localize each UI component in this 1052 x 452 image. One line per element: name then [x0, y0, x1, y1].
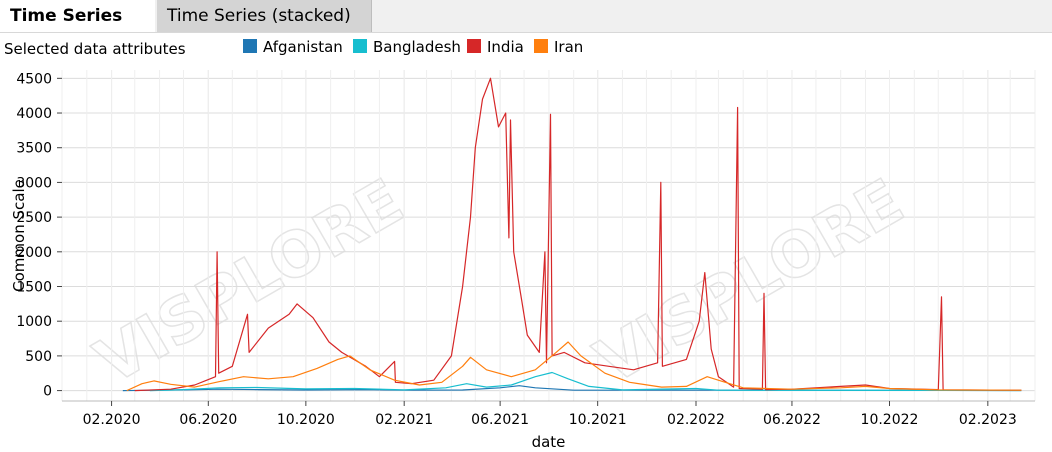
legend-swatch-bangladesh [353, 39, 367, 53]
legend-label-india: India [487, 38, 524, 56]
legend-label-iran: Iran [554, 38, 584, 56]
legend-label-bangladesh: Bangladesh [373, 38, 461, 56]
x-tick-label: 10.2020 [277, 412, 335, 428]
x-tick-label: 02.2023 [959, 412, 1017, 428]
legend-swatch-afganistan [243, 39, 257, 53]
x-tick-label: 02.2021 [375, 412, 433, 428]
x-tick-label: 02.2020 [83, 412, 141, 428]
tab-bar: Time Series Time Series (stacked) [0, 0, 1052, 33]
y-tick-label: 3000 [16, 175, 52, 191]
x-tick-label: 06.2021 [471, 412, 529, 428]
x-tick-label: 06.2020 [179, 412, 237, 428]
y-tick-label: 4500 [16, 71, 52, 87]
y-tick-label: 2000 [16, 245, 52, 261]
x-tick-label: 10.2021 [569, 412, 627, 428]
x-axis-ticks: 02.2020 06.2020 10.2020 02.2021 06.2021 10.20… [83, 401, 1017, 428]
x-axis-title: date [532, 433, 566, 451]
y-tick-label: 3500 [16, 141, 52, 157]
y-tick-label: 4000 [16, 106, 52, 122]
legend-swatch-india [467, 39, 481, 53]
series-line-afganistan[interactable] [122, 385, 1022, 392]
x-tick-label: 10.2022 [861, 412, 919, 428]
series-lines [122, 77, 1022, 392]
tab-time-series[interactable]: Time Series [0, 0, 155, 32]
series-line-bangladesh[interactable] [149, 371, 1022, 392]
legend-swatch-iran [534, 39, 548, 53]
y-tick-label: 500 [25, 349, 52, 365]
y-tick-label: 2500 [16, 210, 52, 226]
x-tick-label: 02.2022 [667, 412, 725, 428]
x-tick-label: 06.2022 [763, 412, 821, 428]
y-tick-label: 1500 [16, 280, 52, 296]
y-tick-label: 0 [43, 384, 52, 400]
chart-subtitle: Selected data attributes [4, 40, 186, 58]
y-axis-ticks: 0 500 1000 1500 2000 2500 3000 3500 4000 4500 [16, 71, 62, 400]
watermark-text: VISPLORE [83, 164, 415, 398]
series-line-iran[interactable] [126, 341, 1022, 392]
y-tick-label: 1000 [16, 314, 52, 330]
tab-time-series-stacked[interactable]: Time Series (stacked) [157, 0, 372, 32]
legend-label-afganistan: Afganistan [263, 38, 343, 56]
y-axis-title: Common Scale [10, 179, 28, 292]
series-line-india[interactable] [134, 77, 1022, 392]
